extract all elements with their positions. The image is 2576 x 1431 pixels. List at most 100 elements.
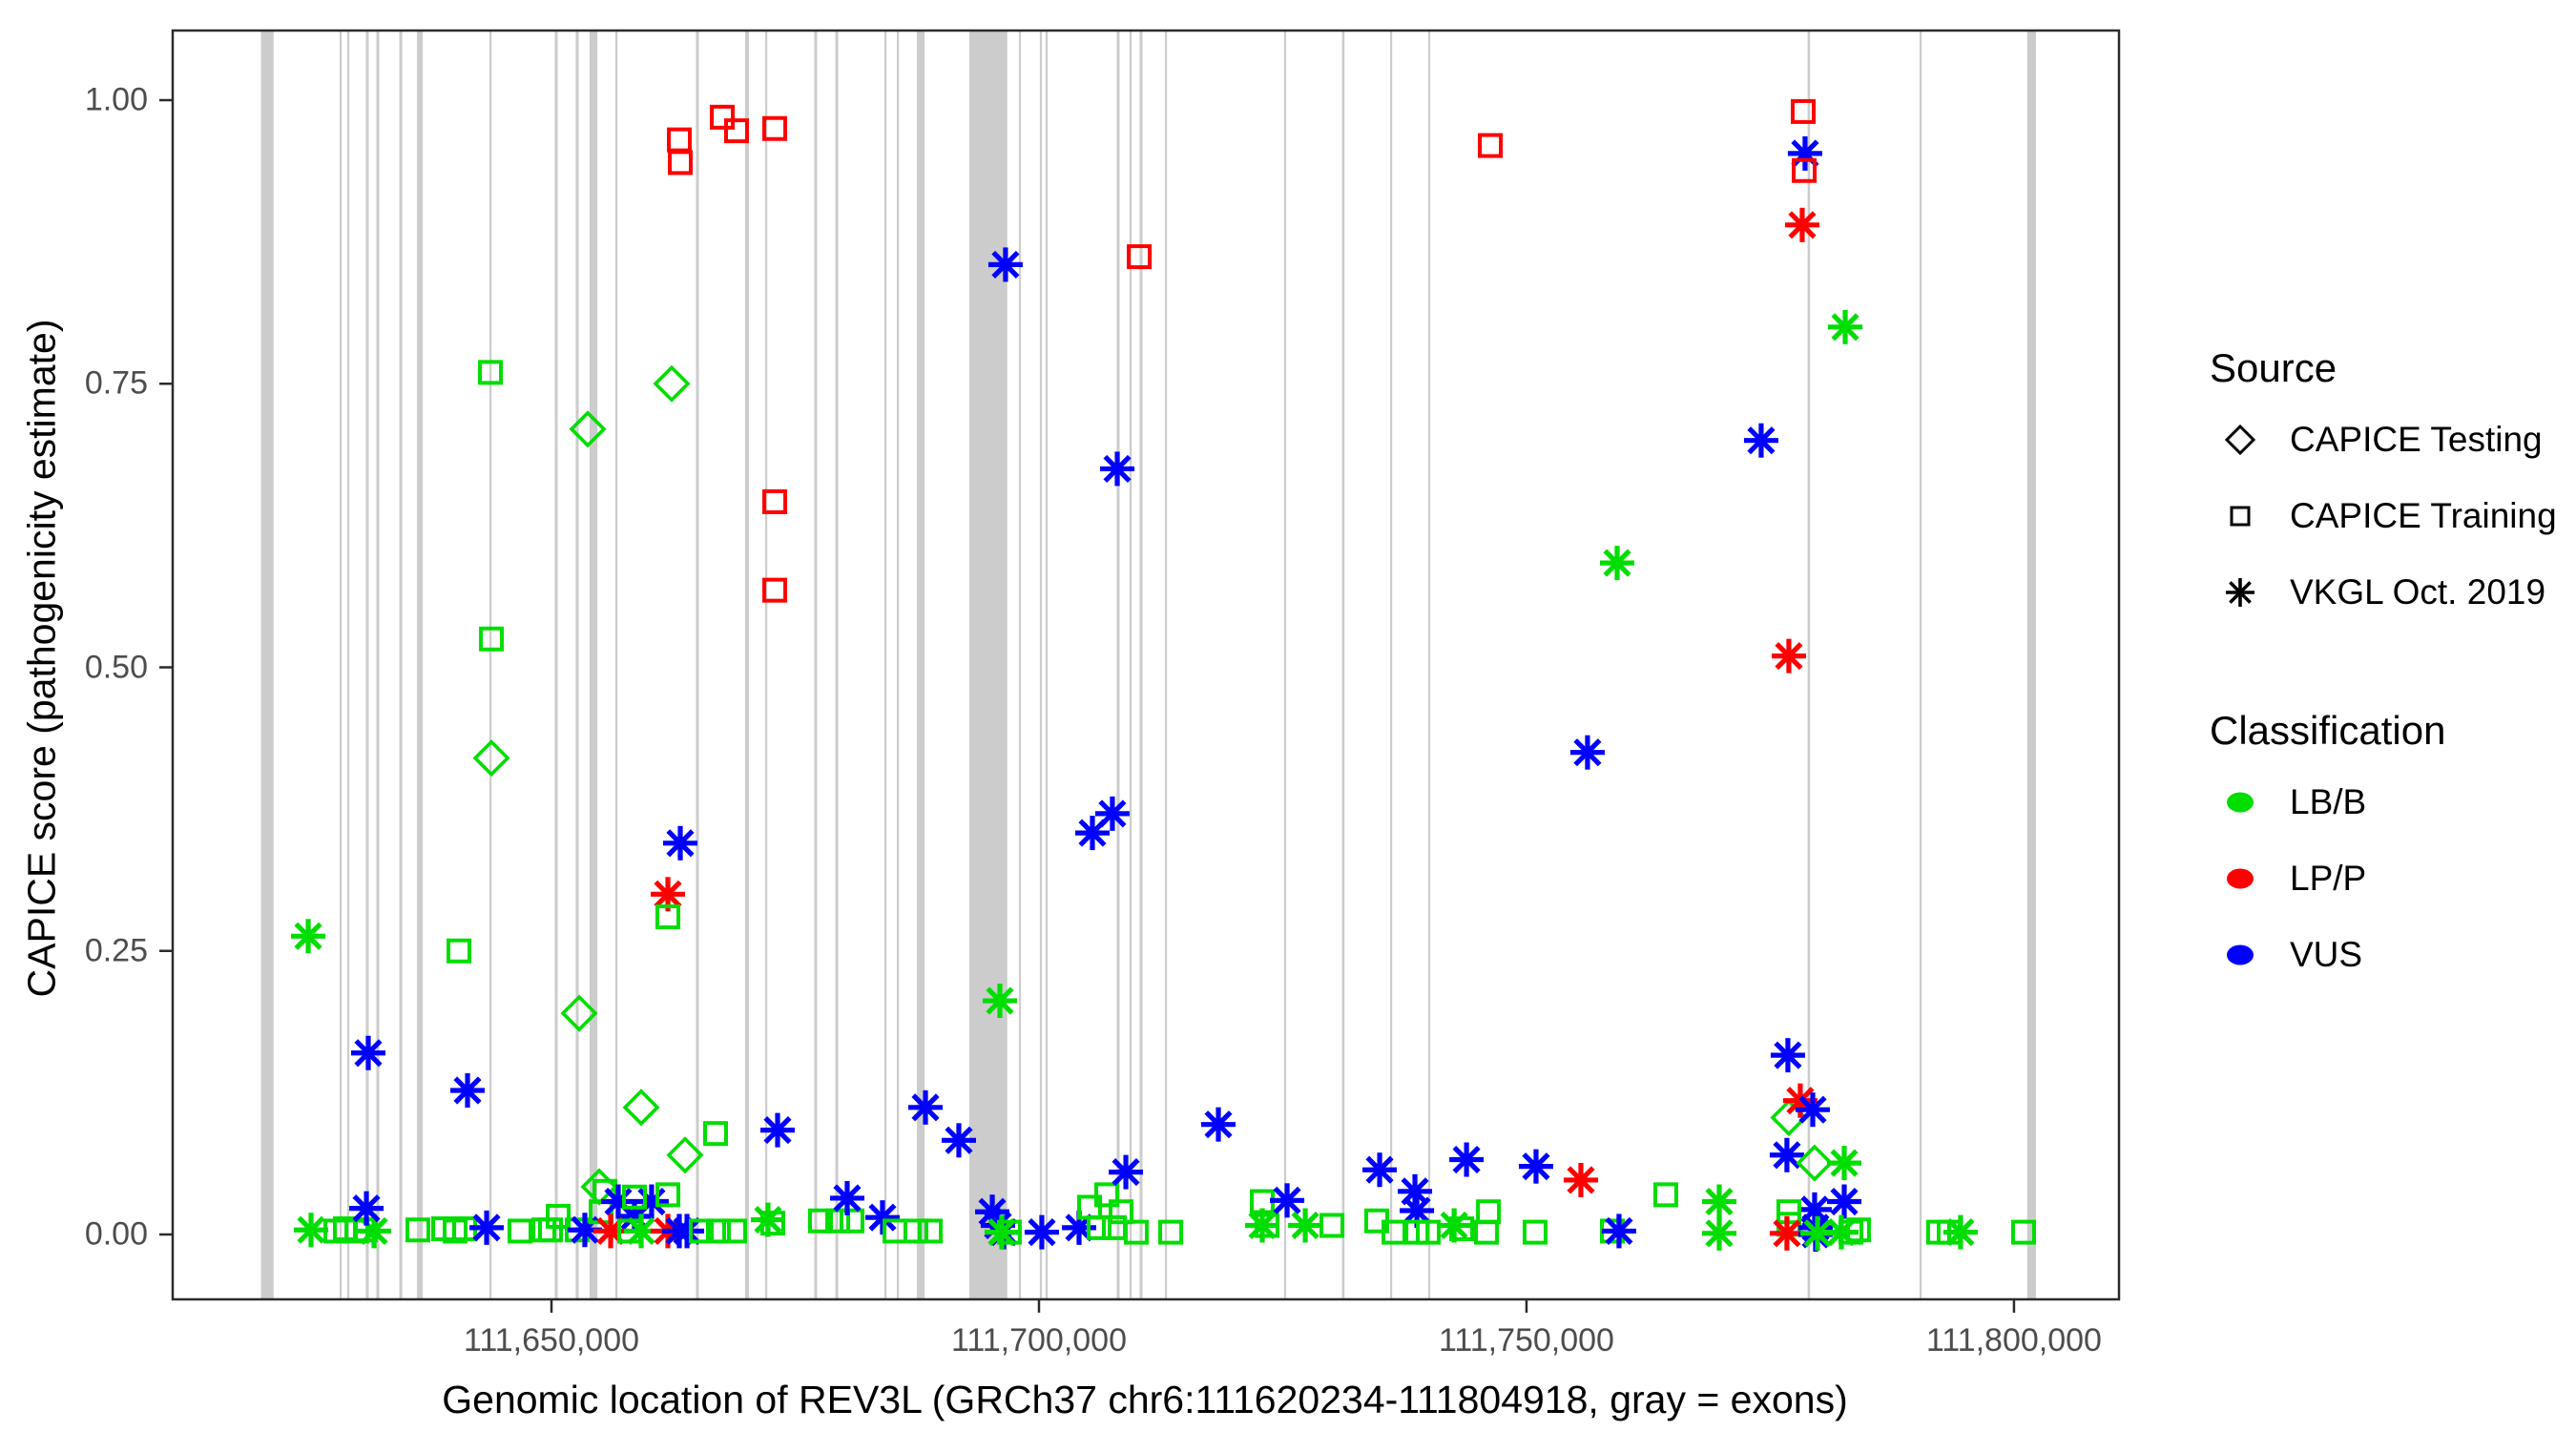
exon-band (696, 31, 699, 1299)
vkgl-asterisk-marker (1827, 1184, 1862, 1219)
exon-band (744, 31, 750, 1299)
exon-band (1389, 31, 1393, 1299)
training-square-marker (405, 1217, 431, 1243)
exon-band (575, 31, 579, 1299)
vkgl-asterisk-marker (1437, 1208, 1472, 1243)
training-square-marker (1101, 1214, 1127, 1240)
training-square-marker (723, 118, 749, 144)
vkgl-asterisk-marker (1449, 1142, 1485, 1177)
training-square-marker (668, 150, 694, 176)
exon-band (1129, 31, 1132, 1299)
vkgl-asterisk-marker (1074, 816, 1110, 851)
legend-item-label: LP/P (2290, 859, 2367, 898)
training-square-marker (839, 1208, 864, 1234)
x-tick-label: 111,650,000 (464, 1322, 640, 1358)
training-square-marker (1845, 1217, 1871, 1243)
exon-band (554, 31, 558, 1299)
exon-band (1116, 31, 1120, 1299)
legend-item-label: VKGL Oct. 2019 (2290, 572, 2546, 612)
vkgl-asterisk-marker (829, 1180, 864, 1215)
vkgl-asterisk-marker (1769, 1215, 1804, 1251)
data-points (291, 98, 2036, 1252)
exon-band (916, 31, 925, 1299)
lpp-dot-icon (2227, 868, 2254, 889)
vkgl-asterisk-marker (975, 1194, 1010, 1230)
exon-band (1164, 31, 1168, 1299)
training-square-marker (508, 1218, 533, 1244)
vkgl-asterisk-marker (1024, 1214, 1059, 1250)
x-tick-label: 111,800,000 (1925, 1322, 2102, 1358)
training-square-marker (762, 577, 788, 603)
training-square-marker (1127, 244, 1153, 270)
training-square-marker (1449, 1216, 1475, 1242)
exon-bands (260, 31, 2036, 1299)
vkgl-asterisk-marker (1942, 1214, 1978, 1250)
testing-diamond-marker (653, 364, 691, 403)
training-square-marker (1790, 98, 1816, 124)
training-square-marker (918, 1218, 944, 1244)
exon-band (2026, 31, 2036, 1299)
vkgl-asterisk-marker (1702, 1215, 1737, 1251)
training-square-marker (1158, 1219, 1184, 1245)
vkgl-asterisk-marker (1094, 796, 1130, 831)
exon-band (1341, 31, 1345, 1299)
lbb-dot-icon (2227, 792, 2254, 813)
exon-band (1018, 31, 1022, 1299)
exon-band (376, 31, 380, 1299)
y-tick-label: 0.25 (84, 932, 148, 969)
vus-dot-icon (2227, 944, 2254, 965)
legend-classification-title: Classification (2210, 708, 2446, 753)
training-square-marker (1255, 1213, 1280, 1238)
vkgl-asterisk-marker (351, 1035, 386, 1070)
square-icon (2230, 506, 2251, 527)
legend-item-vus: VUS (2210, 933, 2576, 977)
training-square-marker (546, 1203, 571, 1229)
training-square-marker (1474, 1219, 1500, 1245)
exon-band (1919, 31, 1922, 1299)
training-square-marker (762, 488, 788, 514)
vkgl-asterisk-marker (469, 1210, 505, 1245)
training-square-marker (1109, 1199, 1134, 1225)
training-square-marker (2010, 1219, 2036, 1245)
exon-band (339, 31, 343, 1299)
training-square-marker (1416, 1219, 1442, 1245)
exon-band (765, 31, 768, 1299)
legend-item-lpp: LP/P (2210, 857, 2576, 901)
vkgl-asterisk-marker (1288, 1208, 1323, 1243)
exon-band (884, 31, 887, 1299)
vkgl-asterisk-marker (760, 1112, 796, 1148)
training-square-marker (807, 1208, 833, 1234)
exon-band (399, 31, 403, 1299)
vkgl-asterisk-marker (1100, 451, 1135, 487)
exon-band (1039, 31, 1043, 1299)
testing-diamond-marker (1796, 1144, 1834, 1182)
training-square-marker (655, 904, 681, 930)
training-square-marker (538, 1217, 564, 1243)
x-axis-title: Genomic location of REV3L (GRCh37 chr6:1… (442, 1378, 1848, 1421)
vkgl-asterisk-marker (1270, 1183, 1305, 1218)
training-square-marker (904, 1218, 929, 1244)
vkgl-asterisk-marker (450, 1072, 486, 1108)
training-square-marker (1094, 1182, 1120, 1208)
training-square-marker (655, 1182, 681, 1208)
testing-diamond-marker (666, 1136, 704, 1174)
training-square-marker (1087, 1214, 1112, 1240)
y-axis-title: CAPICE score (pathogenicity estimate) (19, 319, 64, 998)
vkgl-asterisk-marker (624, 1213, 659, 1249)
vkgl-asterisk-marker (1563, 1162, 1598, 1197)
training-square-marker (1838, 1219, 1863, 1245)
y-tick-label: 1.00 (84, 81, 148, 118)
exon-band (835, 31, 839, 1299)
exon-band (589, 31, 598, 1299)
legend-item-label: CAPICE Training (2290, 496, 2557, 535)
training-square-marker (688, 1218, 714, 1244)
vkgl-asterisk-marker (1828, 309, 1863, 344)
testing-diamond-marker (569, 410, 607, 448)
training-square-marker (1792, 157, 1818, 183)
exon-band (1427, 31, 1431, 1299)
vkgl-asterisk-marker (1601, 1213, 1636, 1249)
x-tick-label: 111,700,000 (950, 1322, 1127, 1358)
asterisk-icon (2226, 578, 2254, 607)
training-square-marker (760, 1211, 786, 1236)
